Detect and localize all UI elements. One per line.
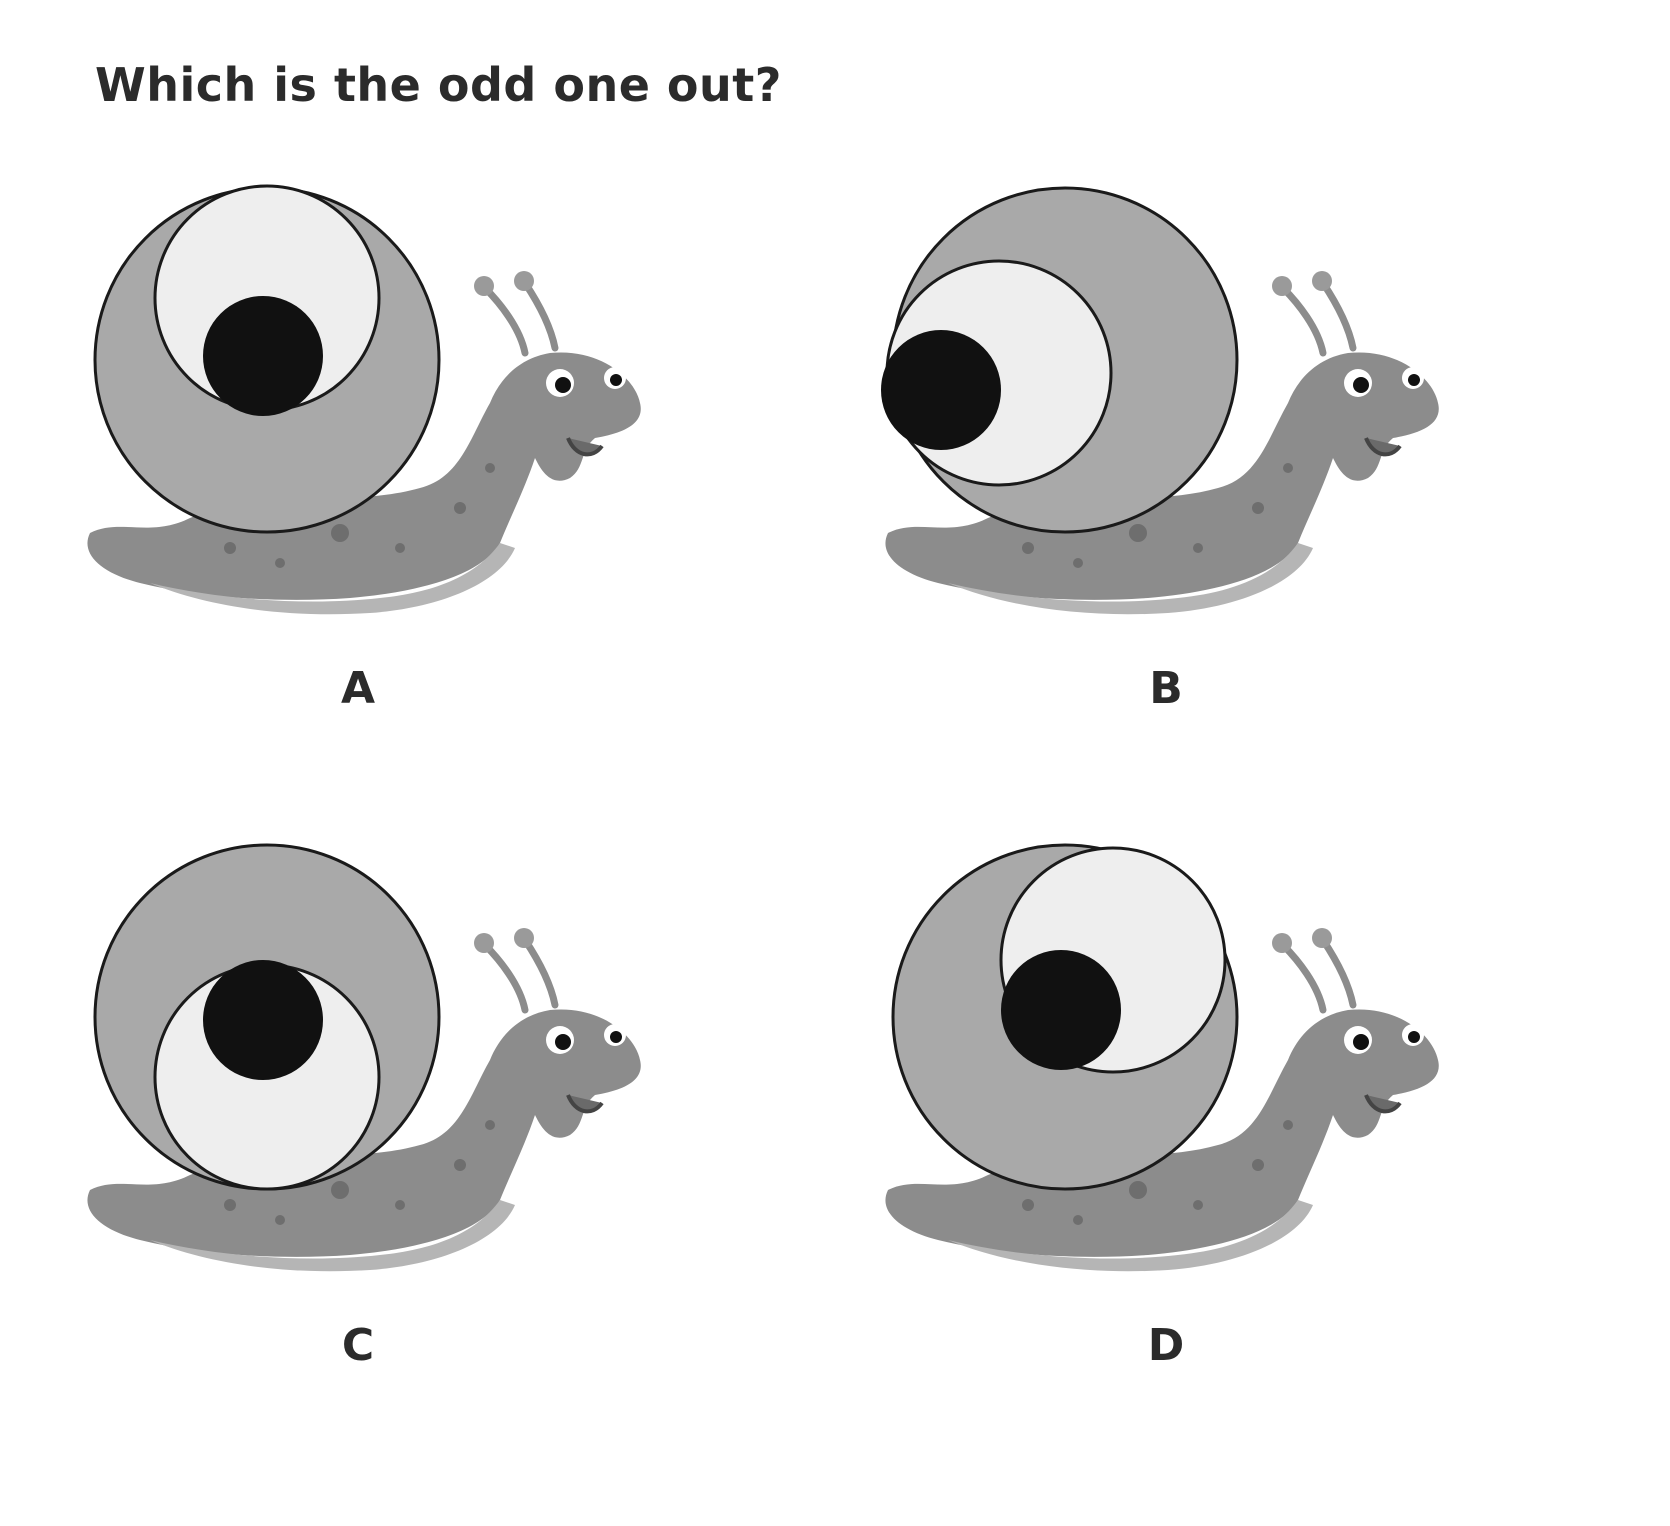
option-d[interactable]: D [878, 843, 1478, 1405]
option-b[interactable]: B [878, 186, 1478, 748]
option-b-label: B [1149, 663, 1183, 714]
option-d-label: D [1147, 1320, 1185, 1371]
option-c[interactable]: C [80, 843, 680, 1405]
question-text: Which is the odd one out? [95, 58, 782, 112]
snail-shell [93, 184, 441, 534]
snail-shell [881, 186, 1239, 534]
option-c-label: C [341, 1320, 375, 1371]
snail-body [885, 271, 1439, 615]
snail-b-image [881, 186, 1439, 615]
snail-shell [93, 843, 441, 1191]
option-a-label: A [340, 663, 376, 714]
option-a[interactable]: A [80, 184, 680, 748]
snail-a-image [87, 184, 641, 615]
snail-body [885, 928, 1439, 1272]
snail-body [87, 271, 641, 615]
snail-c-image [87, 843, 641, 1272]
snail-d-image [885, 843, 1439, 1272]
snail-body [87, 928, 641, 1272]
snail-shell [891, 843, 1239, 1191]
